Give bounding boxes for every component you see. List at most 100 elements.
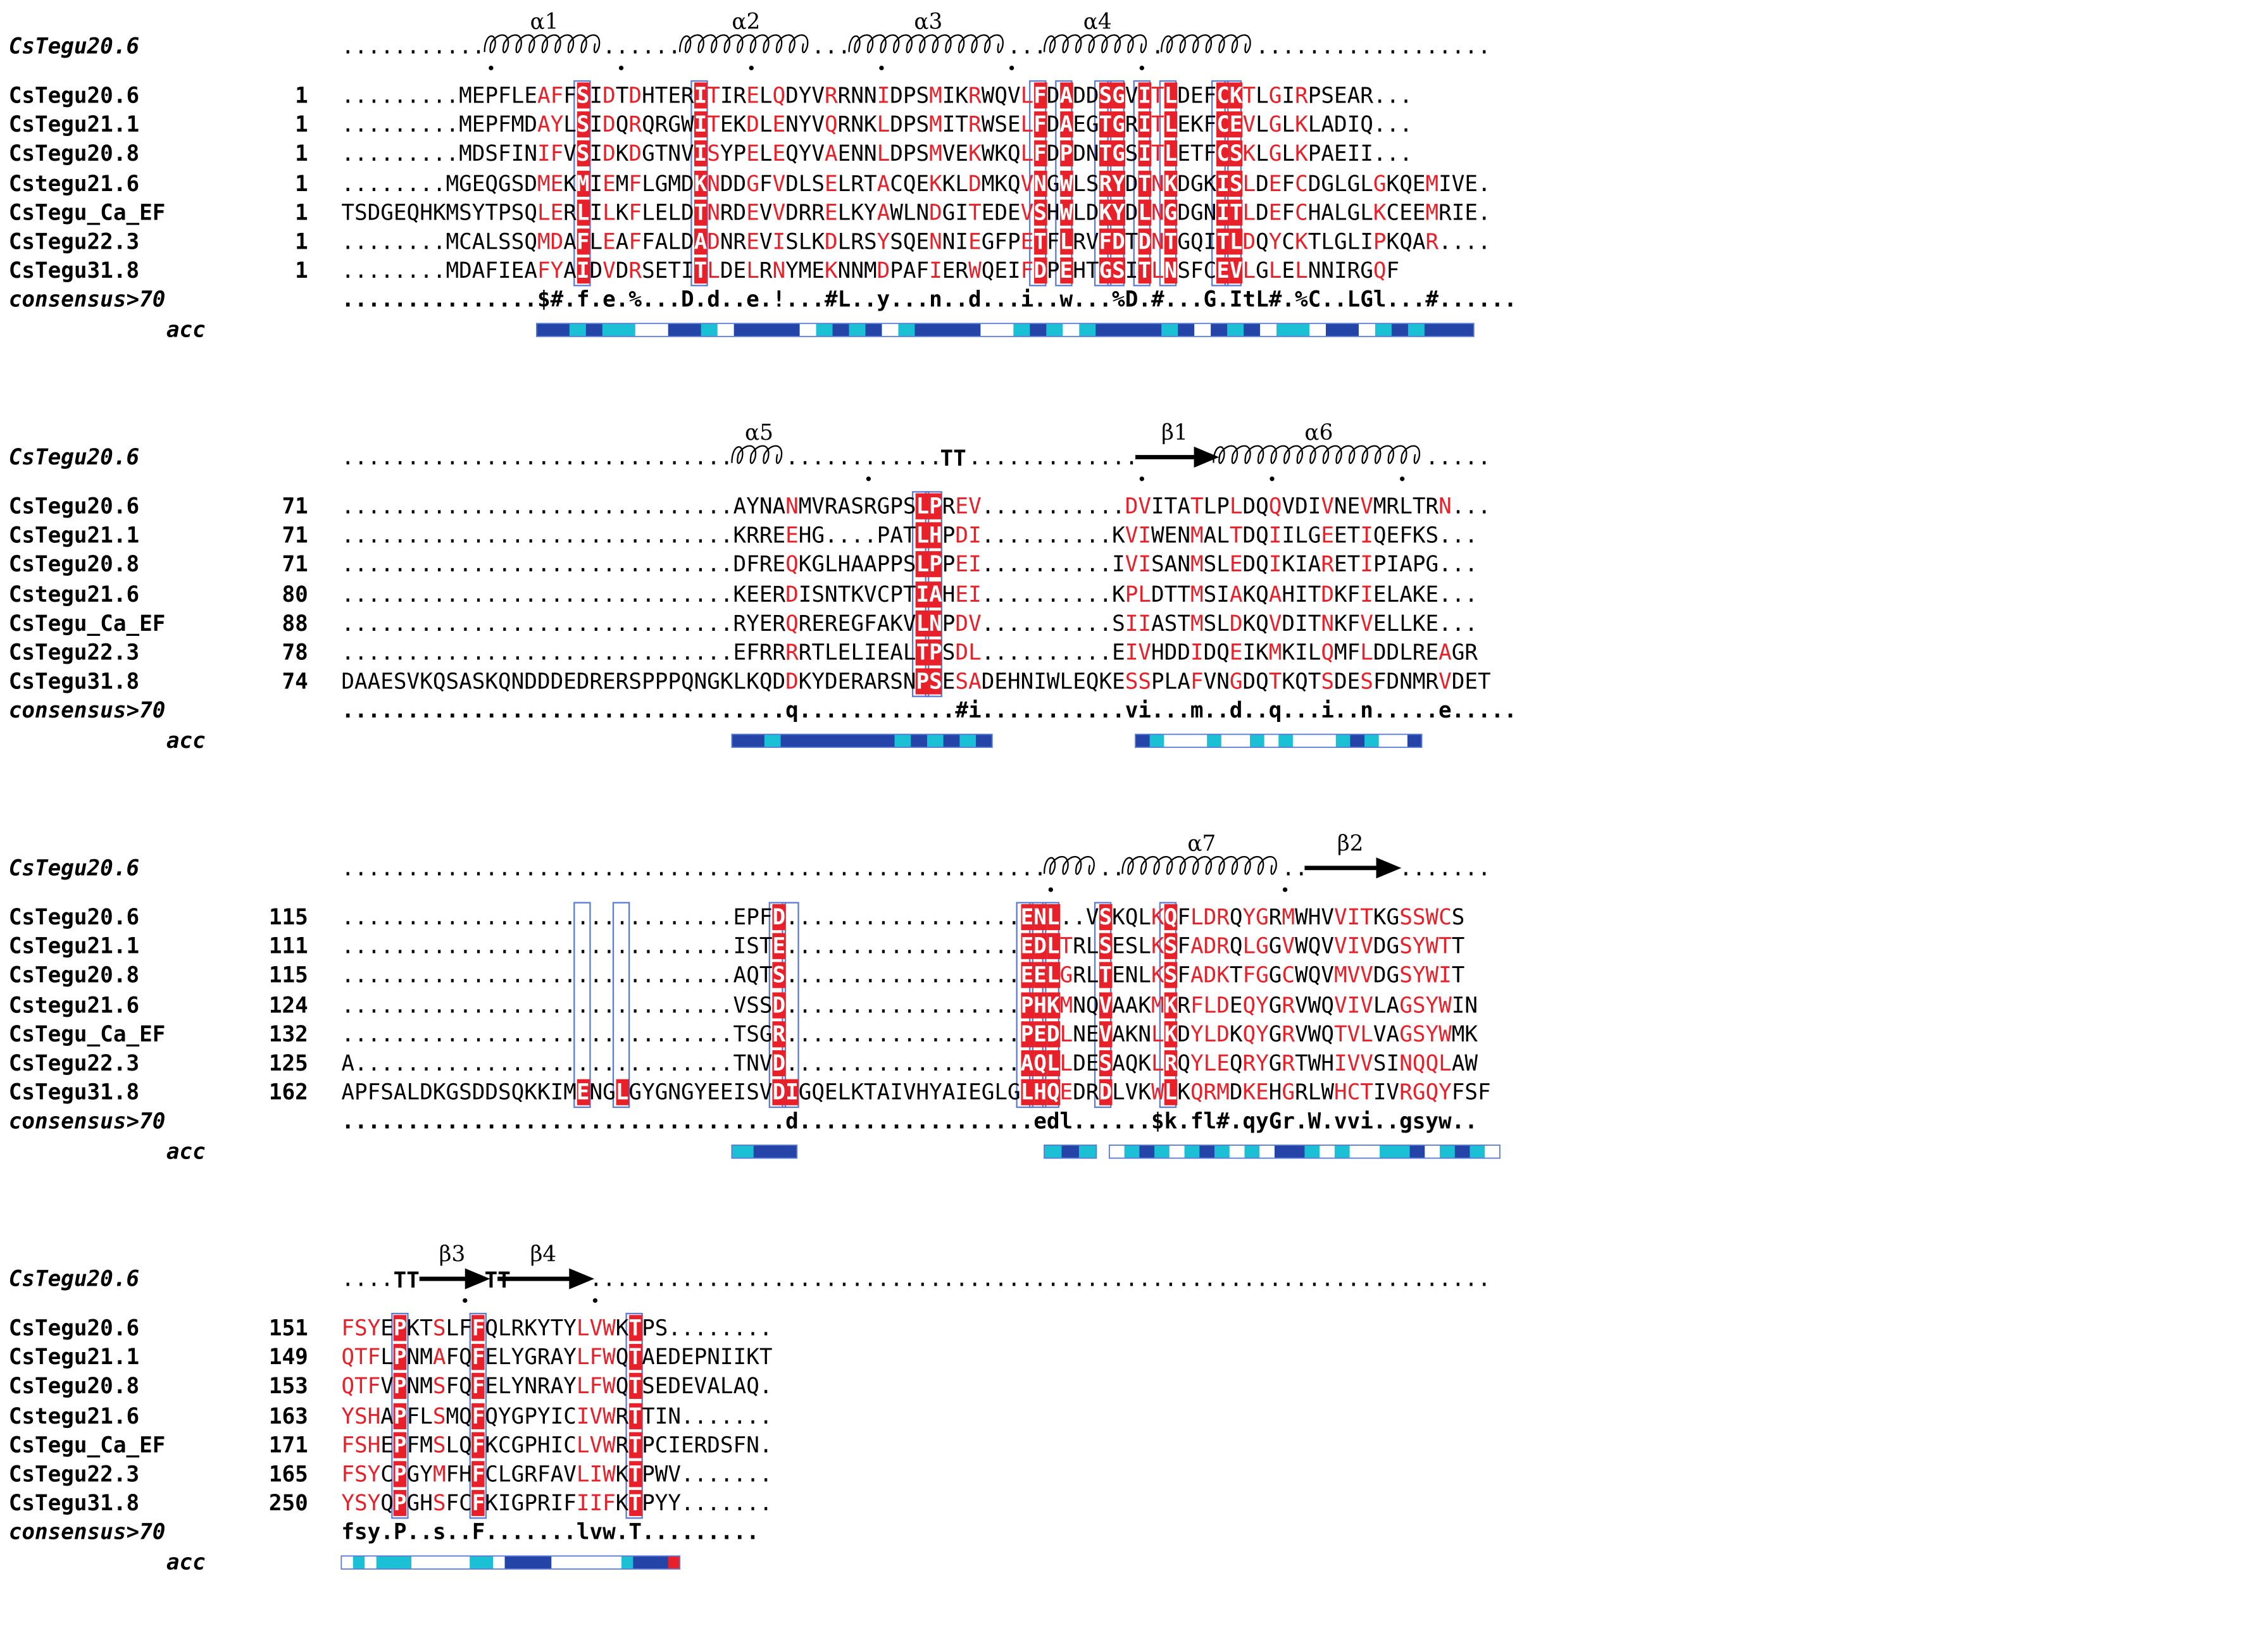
acc-cell — [446, 1556, 459, 1569]
sequence: QTFLPNMAFQFELYGRAYLFWQTAEDEPNIIKT — [341, 1344, 773, 1370]
consensus-label: consensus>70 — [8, 1519, 166, 1546]
acc-cell — [764, 734, 782, 748]
acc-cell — [1149, 734, 1164, 748]
ss-label: α7 — [1187, 830, 1216, 857]
sequence-name: CsTegu20.6 — [8, 493, 140, 519]
acc-cell — [1393, 734, 1408, 748]
ruler-dot — [1282, 887, 1288, 892]
sequence-start-number: 1 — [295, 258, 308, 284]
consensus-label: consensus>70 — [8, 697, 166, 724]
ss-label: α1 — [530, 8, 559, 35]
ss-label: α4 — [1083, 8, 1112, 35]
sequence-name: CsTegu20.8 — [8, 962, 140, 989]
acc-cell — [470, 1556, 482, 1569]
acc-cell — [528, 1556, 540, 1569]
acc-cell — [504, 1556, 517, 1569]
acc-cell — [1391, 323, 1409, 337]
sequence-start-number: 171 — [268, 1432, 308, 1458]
acc-cell — [1409, 1145, 1425, 1158]
sequence-name: Cstegu21.6 — [8, 1402, 140, 1429]
acc-cell — [1407, 734, 1423, 748]
acc-cell — [668, 1556, 680, 1569]
sequence: ..............................DFREQKGLHA… — [341, 552, 1478, 578]
sequence-start-number: 115 — [268, 904, 308, 931]
acc-cell — [882, 323, 899, 337]
acc-cell — [1194, 323, 1211, 337]
acc-cell — [733, 323, 751, 337]
acc-cell — [1440, 323, 1458, 337]
ss-dots: ........................................… — [341, 855, 1491, 881]
sequence-name: Cstegu21.6 — [8, 581, 140, 607]
sequence-name: CsTegu21.1 — [8, 522, 140, 549]
sequence: TSDGEQHKMSYTPSQLERLILKFLELDTNRDEVVDRRELK… — [341, 199, 1491, 226]
sequence: YSYQPGHSFCFKIGPRIFIIFKTPYY....... — [341, 1490, 773, 1517]
acc-cell — [1309, 323, 1326, 337]
acc-cell — [931, 323, 949, 337]
consensus-sequence: ...............$#.f.e.%...D.d..e.!...#L.… — [341, 287, 1517, 313]
acc-cell — [862, 734, 879, 748]
acc-cell — [717, 323, 735, 337]
acc-cell — [1334, 1145, 1351, 1158]
sequence-start-number: 132 — [268, 1021, 308, 1047]
acc-cell — [1124, 1145, 1140, 1158]
acc-cell — [1244, 323, 1261, 337]
acc-cell — [458, 1556, 470, 1569]
acc-cell — [1030, 323, 1047, 337]
acc-cell — [927, 734, 944, 748]
acc-cell — [1407, 323, 1425, 337]
sequence-name: CsTegu20.6 — [8, 82, 140, 109]
sequence-name: CsTegu21.1 — [8, 111, 140, 138]
acc-cell — [829, 734, 847, 748]
ss-dots: ........... ...... ... ... . ...........… — [341, 33, 1491, 59]
acc-cell — [1358, 323, 1376, 337]
sequence: .........MEPFLEAFFSIDTDHTERITIRELQDYVRRN… — [341, 82, 1413, 109]
acc-cell — [1214, 1145, 1230, 1158]
acc-cell — [1394, 1145, 1411, 1158]
acc-cell — [766, 323, 784, 337]
sequence-start-number: 125 — [268, 1050, 308, 1077]
ruler-dot — [1139, 65, 1144, 71]
acc-cell — [651, 323, 669, 337]
ruler-dot — [489, 65, 494, 71]
sequence-start-number: 78 — [282, 639, 308, 666]
acc-cell — [598, 1556, 611, 1569]
acc-cell — [1293, 323, 1310, 337]
ruler-dot — [879, 65, 884, 71]
sequence: YSHAPFLSMQFQYGPYICIVWRTTIN....... — [341, 1402, 773, 1429]
acc-cell — [780, 734, 797, 748]
acc-cell — [563, 1556, 575, 1569]
secondary-structure: TT TT — [340, 1268, 681, 1570]
sequence-name: CsTegu20.8 — [8, 552, 140, 578]
sequence-start-number: 74 — [282, 668, 308, 695]
acc-cell — [732, 734, 749, 748]
acc-cell — [353, 1556, 365, 1569]
acc-cell — [832, 323, 850, 337]
acc-cell — [1440, 1145, 1456, 1158]
acc-cell — [898, 323, 916, 337]
ss-dots: .... ...................................… — [341, 1265, 1491, 1292]
sequence: QTFVPNMSFQFELYNRAYLFWQTSEDEVALAQ. — [341, 1373, 773, 1400]
acc-cell — [1364, 734, 1380, 748]
sequence: ..............................AYNANMVRAS… — [341, 493, 1491, 519]
acc-cell — [1424, 323, 1442, 337]
acc-cell — [1264, 734, 1279, 748]
alignment-block-1: CsTegu20.6 ........... ...... ... ... . .… — [0, 9, 2265, 419]
acc-bar-outline — [1135, 733, 1423, 748]
acc-cell — [1454, 1145, 1471, 1158]
acc-cell — [1250, 734, 1265, 748]
sequence: ........MDAFIEAFYAIDVDRSETITLDELRNYMEKNN… — [341, 258, 1400, 284]
acc-cell — [1095, 323, 1113, 337]
acc-cell — [748, 734, 765, 748]
ruler-dot — [1009, 65, 1014, 71]
sequence: DAAESVKQSASKQNDDDEDRERSPPPQNGKLKQDDKYDER… — [341, 668, 1491, 695]
sequence-name: CsTegu31.8 — [8, 1079, 140, 1106]
sequence: APFSALDKGSDDSQKKIMENGLGYGNGYEEISVDIGQELK… — [341, 1079, 1491, 1106]
acc-cell — [1192, 734, 1207, 748]
ss-label: β3 — [439, 1241, 466, 1267]
acc-cell — [1227, 323, 1244, 337]
sequence-start-number: 1 — [295, 228, 308, 255]
acc-cell — [914, 323, 932, 337]
sequence: ..............................KRREEHG...… — [341, 522, 1478, 549]
ss-label: β1 — [1161, 419, 1188, 446]
acc-cell — [959, 734, 977, 748]
